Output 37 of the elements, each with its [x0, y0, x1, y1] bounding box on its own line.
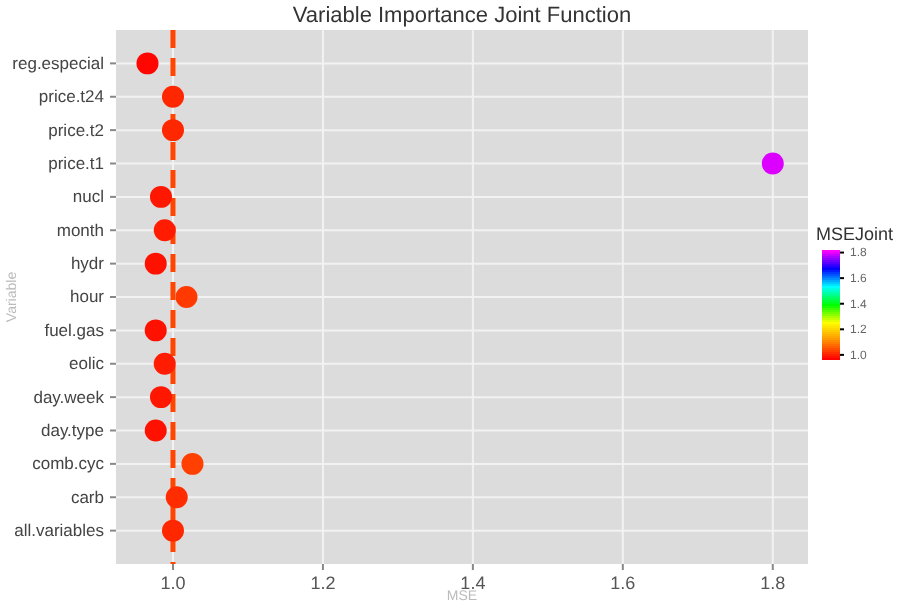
x-tick-label: 1.4	[460, 572, 486, 593]
chart-title: Variable Importance Joint Function	[292, 4, 632, 28]
y-tick-label: day.week	[33, 386, 106, 407]
point	[161, 85, 184, 108]
point	[153, 352, 176, 375]
y-tick-label: reg.especial	[12, 52, 105, 73]
point	[149, 185, 172, 208]
y-tick-label: price.t24	[38, 86, 105, 107]
point	[149, 386, 172, 409]
y-tick-label: eolic	[69, 353, 106, 374]
y-tick-label: day.type	[40, 419, 105, 440]
point	[144, 252, 167, 275]
color-bar-title: MSEJoint	[816, 224, 895, 244]
point	[153, 219, 176, 242]
y-tick-label: nucl	[72, 186, 105, 207]
y-tick-label: month	[56, 219, 105, 240]
y-tick-label: comb.cyc	[32, 453, 106, 474]
y-tick-label: hour	[69, 286, 105, 307]
point	[761, 152, 784, 175]
point	[165, 486, 188, 509]
y-tick-label: carb	[70, 486, 105, 507]
y-tick-label: hydr	[70, 253, 105, 274]
point	[161, 519, 184, 542]
point	[175, 286, 198, 308]
y-tick-label: all.variables	[14, 520, 104, 541]
point	[136, 52, 159, 75]
y-tick-label: fuel.gas	[44, 319, 104, 340]
y-tick-label: price.t2	[48, 119, 105, 140]
x-tick-label: 1.8	[760, 572, 786, 593]
x-tick-label: 1.0	[160, 572, 186, 593]
point	[181, 452, 204, 475]
x-tick-label: 1.6	[610, 572, 636, 593]
point	[144, 419, 167, 442]
point	[144, 319, 167, 342]
y-tick-label: price.t1	[48, 152, 105, 173]
x-tick-label: 1.2	[310, 572, 336, 593]
point	[161, 119, 184, 142]
